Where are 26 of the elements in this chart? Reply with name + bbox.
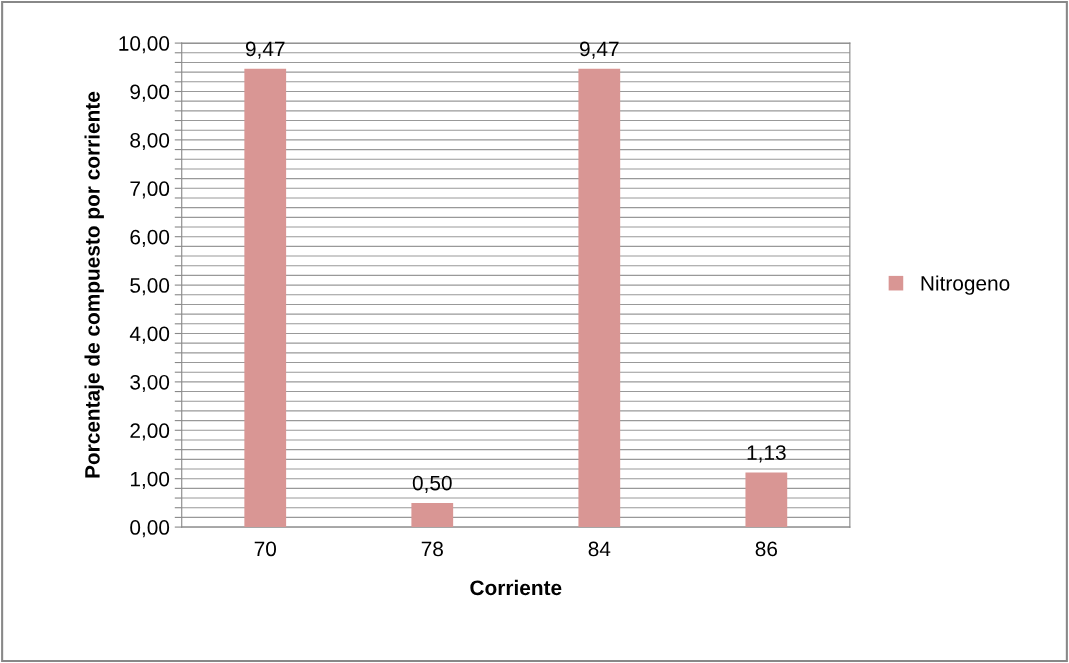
- bar: [244, 68, 287, 528]
- y-tick-label: 4,00: [129, 326, 170, 344]
- legend-label: Nitrogeno: [921, 275, 1010, 295]
- y-axis-title: Porcentaje de compuesto por corriente: [84, 91, 104, 478]
- data-label: 1,13: [747, 445, 786, 463]
- y-tick-label: 1,00: [130, 471, 170, 489]
- data-label: 9,47: [580, 41, 619, 59]
- x-tick-label: 78: [421, 541, 443, 557]
- x-tick-label: 84: [588, 541, 611, 557]
- bar: [411, 502, 454, 528]
- x-axis-title: Corriente: [470, 579, 562, 596]
- x-tick-label: 86: [755, 541, 778, 557]
- bar: [578, 68, 621, 528]
- y-tick-label: 2,00: [130, 423, 170, 441]
- y-tick-label: 7,00: [130, 181, 170, 199]
- x-tick-label: 70: [254, 541, 277, 557]
- data-label: 0,50: [412, 475, 452, 493]
- y-tick-label: 3,00: [130, 374, 170, 393]
- y-tick-label: 0,00: [130, 520, 170, 538]
- bar: [745, 472, 788, 528]
- data-label: 9,47: [245, 41, 285, 59]
- y-tick-label: 5,00: [130, 278, 170, 296]
- y-tick-label: 10,00: [119, 36, 170, 54]
- y-tick-label: 8,00: [130, 132, 170, 151]
- y-tick-label: 9,00: [130, 84, 170, 102]
- y-tick-label: 6,00: [130, 229, 170, 247]
